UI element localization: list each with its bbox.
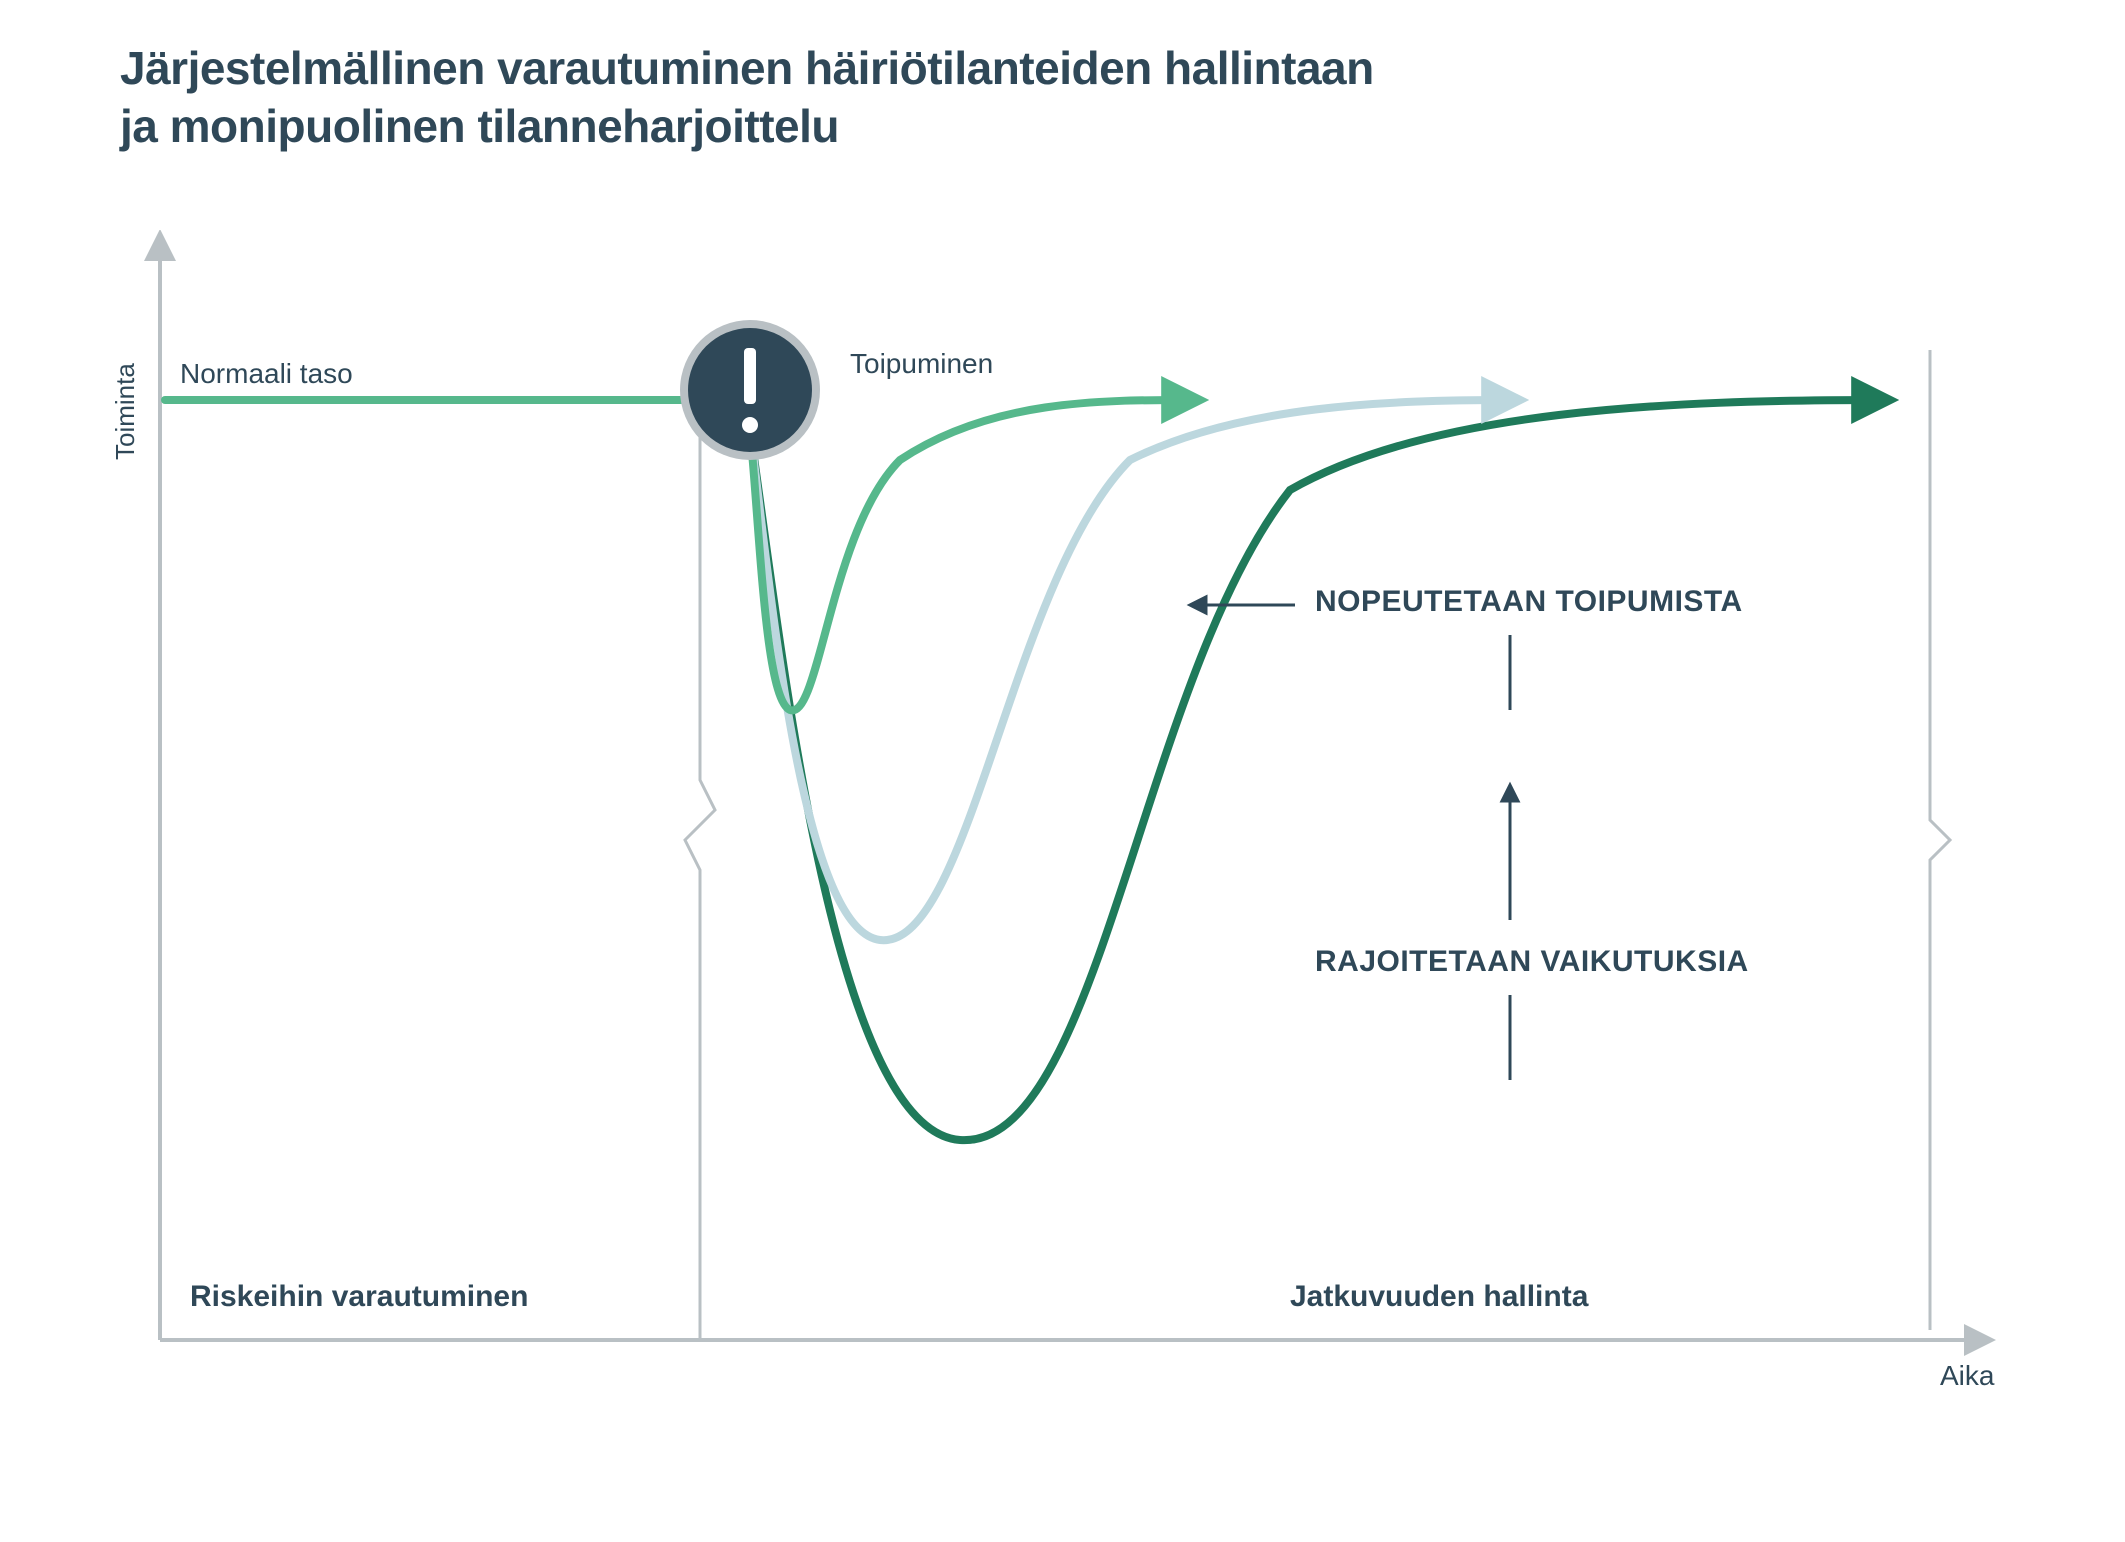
curve-recovery-slow	[750, 400, 1880, 1140]
label-recovery: Toipuminen	[850, 348, 993, 380]
y-axis-label: Toiminta	[110, 363, 141, 460]
right-bracket	[1930, 350, 1950, 1330]
label-speed-up: NOPEUTETAAN TOIPUMISTA	[1315, 585, 1743, 619]
label-left-zone: Riskeihin varautuminen	[190, 1280, 528, 1314]
diagram-title: Järjestelmällinen varautuminen häiriötil…	[120, 40, 1374, 155]
chart-svg	[110, 230, 2010, 1460]
title-line-1: Järjestelmällinen varautuminen häiriötil…	[120, 42, 1374, 94]
label-right-zone: Jatkuvuuden hallinta	[1290, 1280, 1588, 1314]
page-root: Järjestelmällinen varautuminen häiriötil…	[0, 0, 2125, 1542]
chart-area: Toiminta	[110, 230, 2010, 1460]
curve-recovery-fast	[750, 400, 1190, 710]
label-normal-level: Normaali taso	[180, 358, 353, 390]
x-axis-label: Aika	[1940, 1360, 1994, 1392]
label-limit-effects: RAJOITETAAN VAIKUTUKSIA	[1315, 945, 1749, 979]
phase-divider	[685, 400, 715, 1340]
title-line-2: ja monipuolinen tilanneharjoittelu	[120, 100, 839, 152]
incident-badge-icon	[680, 320, 820, 460]
